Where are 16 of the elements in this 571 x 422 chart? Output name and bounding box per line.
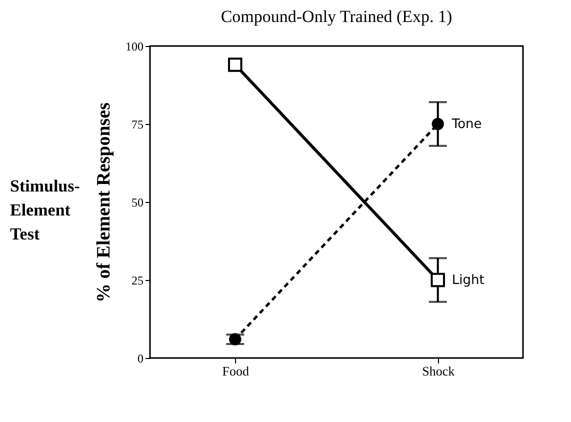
- point: [432, 118, 444, 130]
- y-axis-title: % of Element Responses: [94, 102, 114, 303]
- series-label: Light: [452, 273, 484, 288]
- y-tick-label: 100: [126, 40, 144, 54]
- point: [228, 58, 242, 72]
- chart-title: Compound-Only Trained (Exp. 1): [220, 7, 452, 26]
- y-tick-label: 75: [132, 118, 144, 132]
- point: [430, 272, 445, 288]
- text: Stimulus-Element Test: [10, 176, 80, 244]
- point: [229, 333, 242, 346]
- y-tick-label: 50: [132, 196, 144, 210]
- x-tick-label: Shock: [422, 364, 456, 378]
- y-tick-label: 25: [132, 274, 144, 288]
- y-tick-label: 0: [138, 352, 144, 366]
- x-tick-label: Food: [222, 364, 250, 378]
- series-label: Tone: [450, 117, 482, 132]
